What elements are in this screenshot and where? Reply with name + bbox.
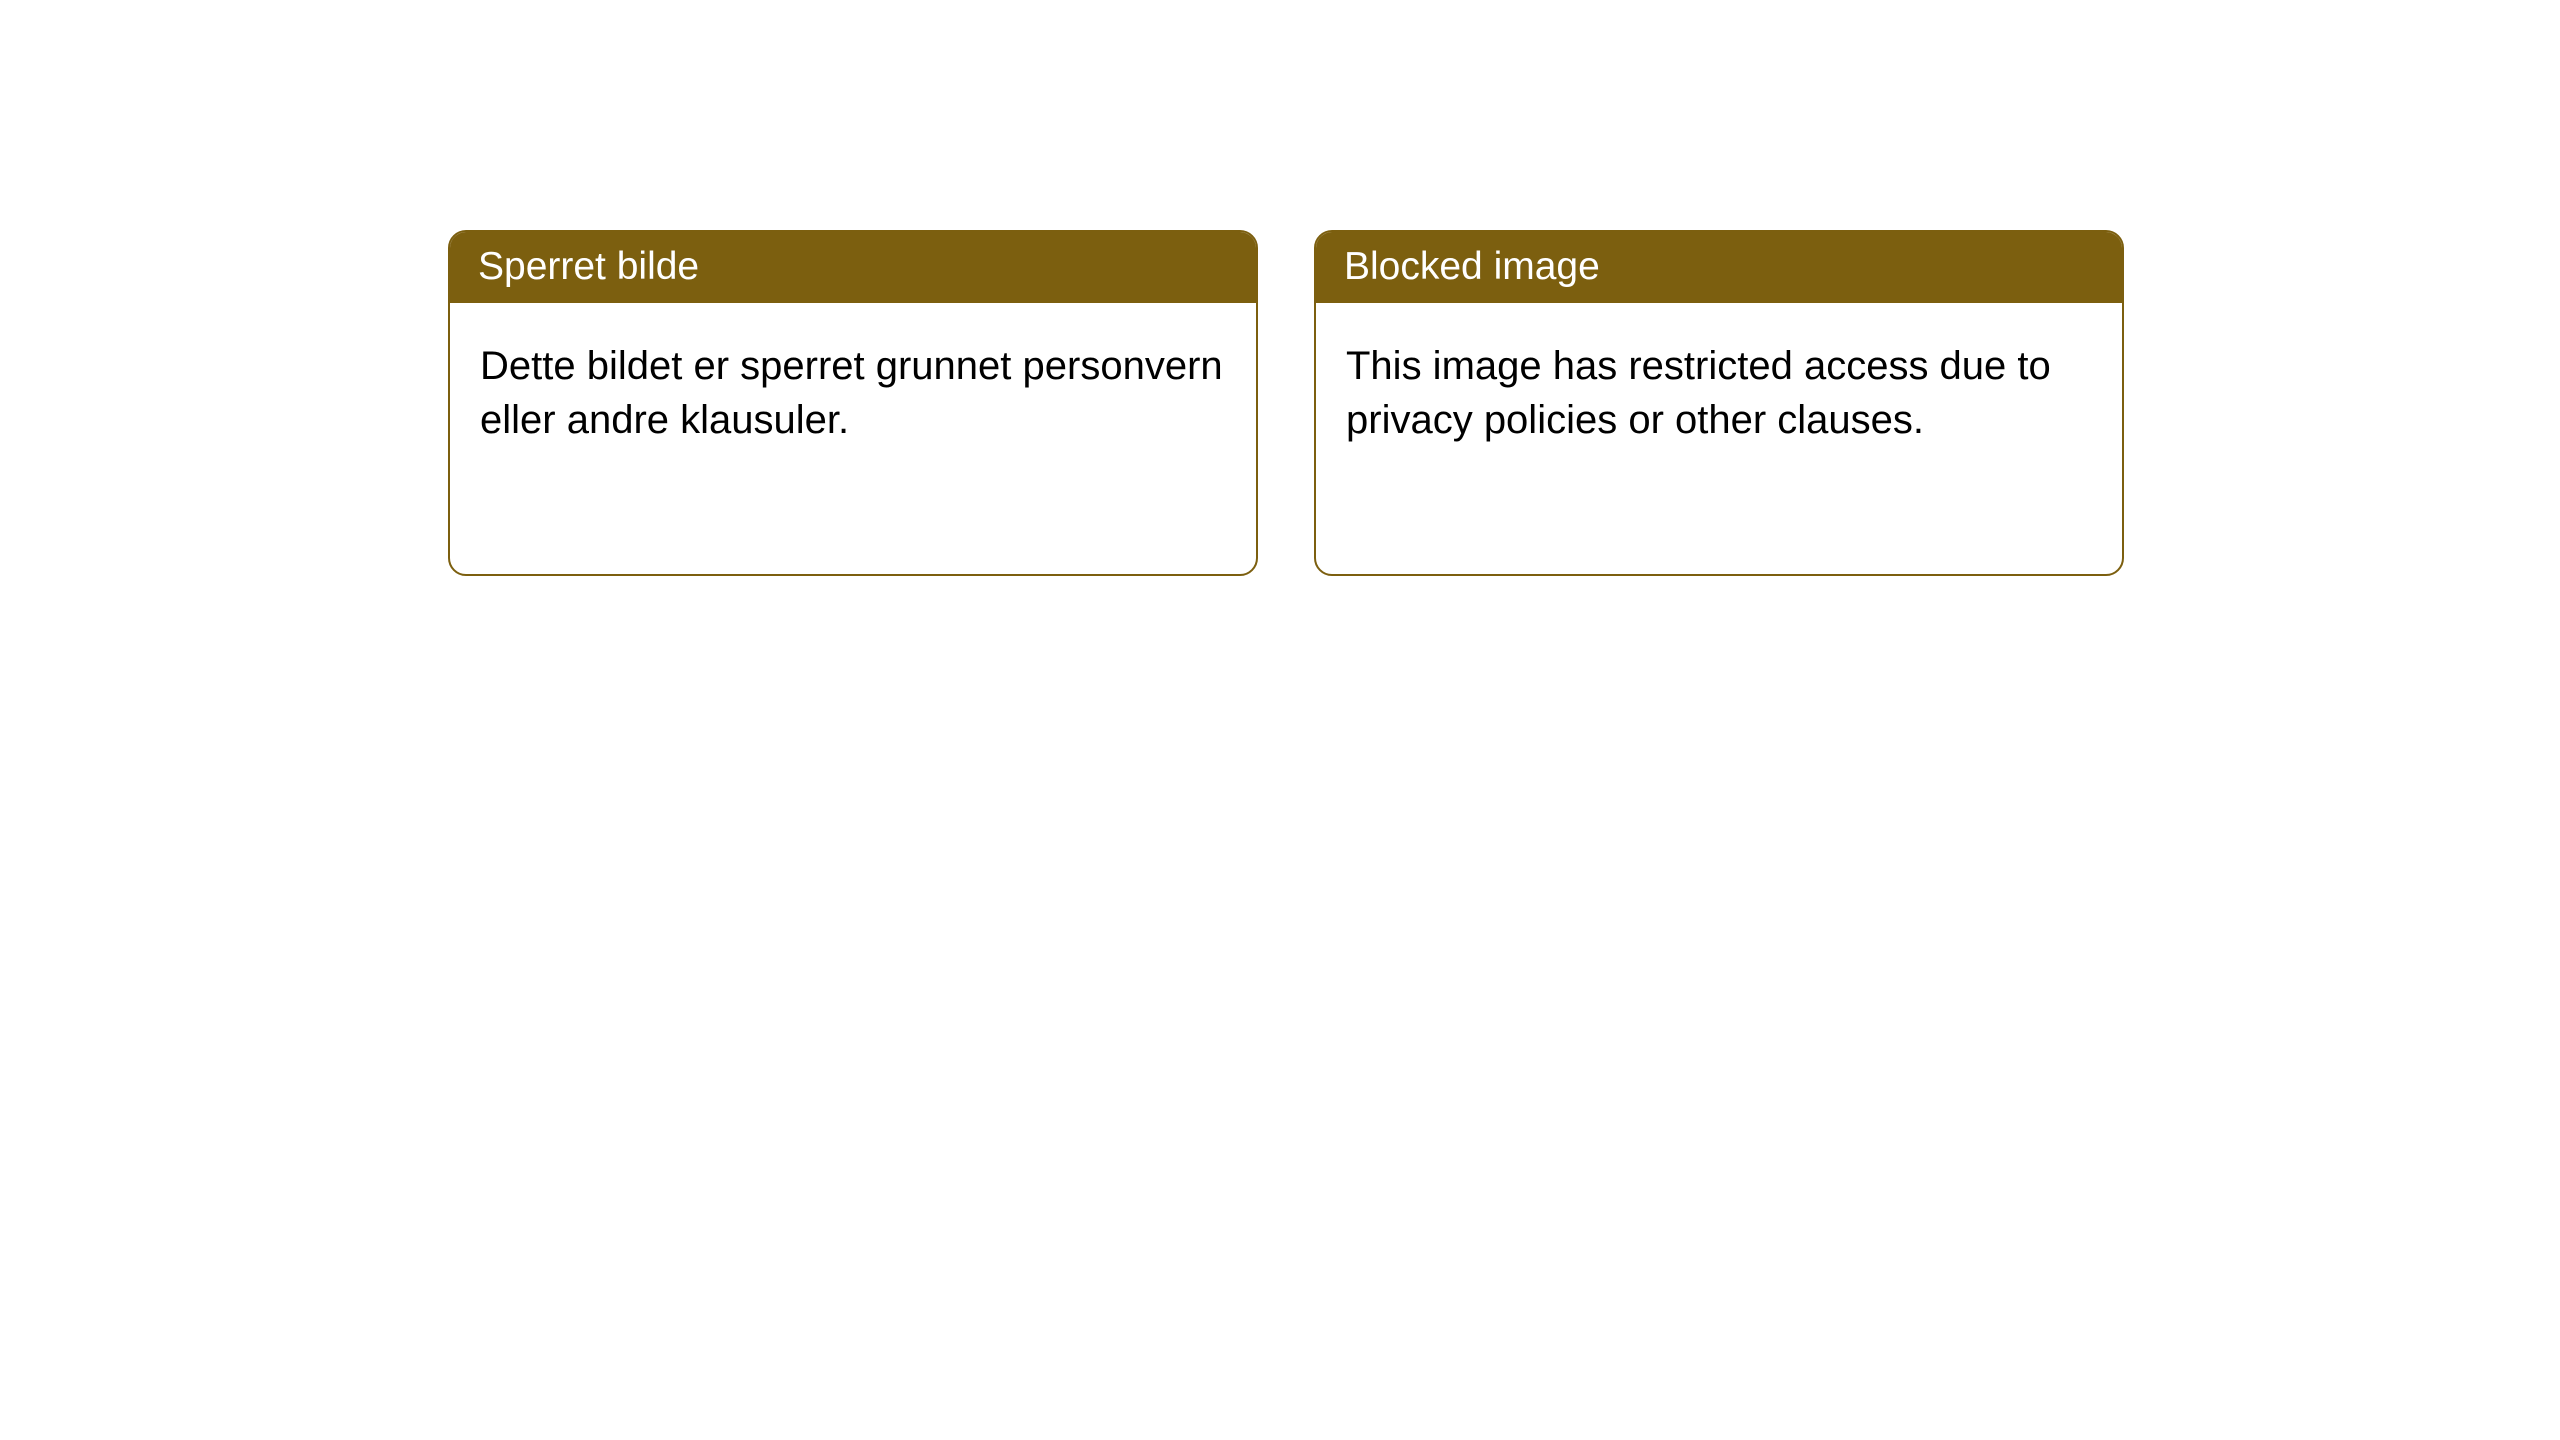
card-body: This image has restricted access due to … [1316, 303, 2122, 483]
card-header: Sperret bilde [450, 232, 1256, 303]
card-body: Dette bildet er sperret grunnet personve… [450, 303, 1256, 483]
notice-card-english: Blocked image This image has restricted … [1314, 230, 2124, 576]
card-header: Blocked image [1316, 232, 2122, 303]
notice-card-norwegian: Sperret bilde Dette bildet er sperret gr… [448, 230, 1258, 576]
notice-cards-container: Sperret bilde Dette bildet er sperret gr… [448, 230, 2124, 576]
